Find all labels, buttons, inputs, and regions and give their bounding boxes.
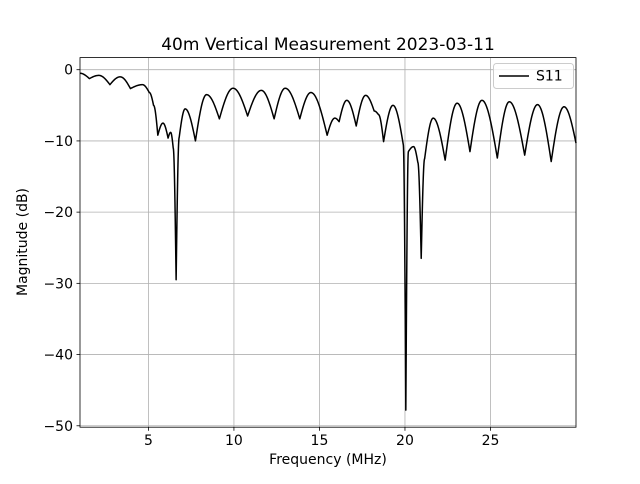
x-tick-label: 15 (311, 433, 329, 449)
y-tick-label: −30 (43, 276, 73, 292)
series-layer (79, 72, 577, 411)
x-tick-label: 20 (396, 433, 414, 449)
legend-series-label: S11 (536, 69, 563, 85)
y-tick-label: −20 (43, 205, 73, 221)
y-tick-label: −50 (43, 419, 73, 435)
legend: S11 (493, 63, 574, 89)
grid-layer (80, 57, 576, 428)
x-axis-label: Frequency (MHz) (269, 452, 387, 468)
y-tick-label: −10 (43, 134, 73, 150)
s11-trace (79, 72, 577, 411)
chart-title: 40m Vertical Measurement 2023-03-11 (161, 35, 495, 55)
y-tick-label: 0 (64, 63, 73, 79)
y-axis-label: Magnitude (dB) (15, 188, 31, 296)
y-tick-label: −40 (43, 348, 73, 364)
ticks-layer: 5 10 15 20 25 0 −10 −20 −30 −40 −50 (43, 63, 499, 449)
axes-layer (79, 57, 577, 428)
axes-frame (79, 57, 577, 428)
legend-box (493, 63, 574, 89)
x-tick-label: 5 (144, 433, 153, 449)
x-tick-label: 10 (225, 433, 243, 449)
x-tick-label: 25 (482, 433, 500, 449)
